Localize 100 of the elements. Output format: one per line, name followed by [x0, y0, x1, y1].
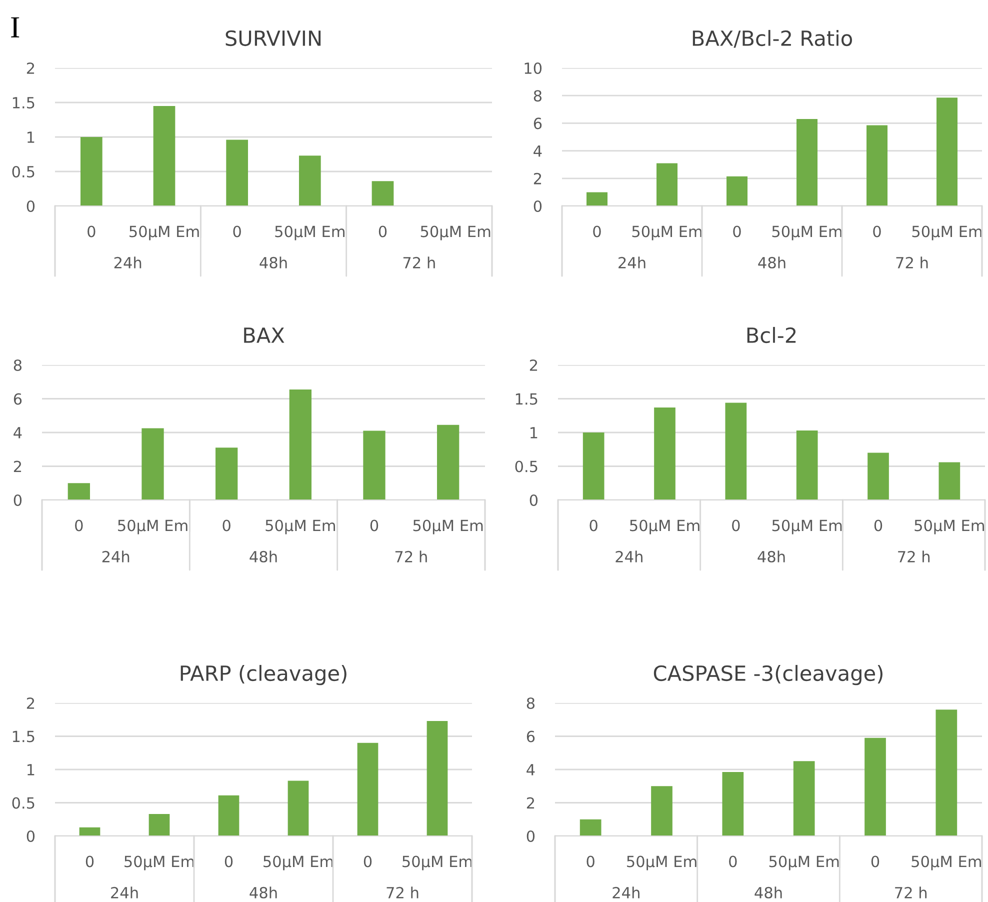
x-tick-label: 50µM Em — [266, 520, 335, 534]
chart-title: CASPASE -3(cleavage) — [654, 664, 882, 686]
x-tick-label: 50µM Em — [275, 226, 344, 240]
y-tick-label: 0.5 — [12, 797, 34, 809]
bar — [651, 786, 672, 836]
bar — [216, 448, 238, 500]
y-tick-label: 0 — [26, 830, 35, 842]
y-tick-label: 1 — [530, 427, 538, 438]
text: 24h — [114, 256, 142, 268]
x-tick-label: 0 — [86, 856, 94, 868]
y-tick-label: 8 — [534, 90, 542, 102]
text: 24h — [111, 886, 138, 898]
chart-title: BAX/Bcl-2 Ratio — [692, 30, 852, 48]
bar — [298, 156, 321, 206]
y-tick-label: 1 — [28, 132, 34, 143]
y-tick-label: 6 — [14, 393, 22, 405]
x-tick-label: 0 — [75, 520, 83, 532]
x-tick-label: 50µM Em — [413, 520, 483, 534]
y-tick-label: 6 — [534, 118, 542, 130]
text: 24h — [618, 256, 646, 268]
bar — [357, 742, 378, 836]
bar — [936, 710, 958, 836]
y-tick-label: 8 — [526, 697, 535, 710]
text: 24h — [616, 550, 642, 562]
text: 48h — [758, 256, 786, 268]
x-tick-label: 50µM Em — [630, 520, 700, 534]
bar — [726, 176, 748, 206]
bar — [218, 795, 240, 836]
bar — [580, 819, 602, 836]
x-tick-label: 0 — [733, 226, 741, 238]
y-tick-label: 1.5 — [12, 730, 34, 742]
text: 72 h — [898, 550, 930, 562]
x-tick-label: 50µM Em — [130, 226, 199, 240]
bar — [654, 408, 676, 500]
bar — [437, 424, 460, 500]
y-tick-label: 1.5 — [516, 393, 538, 405]
x-tick-label: 0 — [593, 226, 601, 238]
x-tick-label: 50µM Em — [118, 520, 188, 534]
x-tick-label: 50µM Em — [769, 856, 839, 870]
bar — [288, 780, 309, 836]
text: 72 h — [386, 886, 418, 898]
y-tick-label: 2 — [26, 62, 34, 74]
x-tick-label: 0 — [590, 520, 598, 532]
x-tick-label: 50µM Em — [420, 226, 490, 240]
x-tick-label: 50µM Em — [402, 856, 472, 870]
bar — [656, 163, 678, 206]
y-tick-label: 2 — [534, 172, 542, 184]
x-tick-label: 0 — [224, 856, 233, 868]
y-tick-label: 1.5 — [12, 97, 34, 109]
y-tick-label: 1 — [28, 764, 34, 776]
y-tick-label: 0 — [534, 200, 542, 212]
x-tick-label: 50µM Em — [912, 856, 981, 870]
y-tick-label: 10 — [524, 62, 542, 74]
y-tick-label: 2 — [26, 697, 34, 709]
y-tick-label: 0 — [14, 494, 22, 506]
y-tick-label: 2 — [526, 797, 534, 809]
x-tick-label: 50µM Em — [632, 226, 702, 240]
x-tick-label: 50µM Em — [914, 520, 984, 534]
y-tick-label: 4 — [534, 145, 542, 157]
x-tick-label: 50µM Em — [264, 856, 333, 870]
bar — [426, 720, 448, 836]
text: 48h — [758, 550, 785, 562]
x-tick-label: 50µM Em — [912, 226, 982, 240]
bar — [142, 428, 164, 500]
x-tick-label: 0 — [364, 856, 372, 868]
x-tick-label: 50µM Em — [124, 856, 194, 870]
x-tick-label: 0 — [729, 856, 737, 868]
x-tick-label: 0 — [873, 226, 881, 238]
x-tick-label: 50µM Em — [772, 520, 842, 534]
bar — [936, 98, 958, 206]
y-tick-label: 0 — [26, 200, 35, 212]
text: 24h — [612, 886, 640, 898]
x-tick-label: 0 — [378, 226, 387, 238]
bar — [226, 140, 248, 206]
y-tick-label: 0.5 — [515, 460, 538, 472]
x-tick-label: 0 — [370, 520, 378, 532]
bar — [866, 125, 888, 206]
bar — [796, 430, 818, 500]
y-tick-label: 4 — [14, 427, 22, 438]
bar — [722, 772, 744, 836]
bar — [864, 738, 886, 836]
x-tick-label: 0 — [88, 226, 96, 238]
x-tick-label: 0 — [874, 520, 882, 532]
x-tick-label: 0 — [871, 856, 880, 868]
x-tick-label: 50µM Em — [627, 856, 696, 870]
x-tick-label: 0 — [222, 520, 230, 532]
bar — [289, 389, 312, 500]
y-tick-label: 8 — [14, 359, 22, 372]
y-tick-label: 6 — [526, 730, 535, 742]
text: 48h — [754, 886, 782, 898]
text: 72 h — [896, 256, 928, 268]
bar — [148, 814, 170, 836]
chart-title: BAX — [244, 328, 284, 343]
bar — [68, 483, 90, 500]
y-tick-label: 2 — [530, 359, 538, 371]
bar — [153, 106, 176, 206]
y-tick-label: 0.5 — [12, 166, 34, 178]
bar — [79, 827, 100, 836]
y-tick-label: 4 — [526, 764, 535, 776]
bar — [372, 181, 394, 206]
